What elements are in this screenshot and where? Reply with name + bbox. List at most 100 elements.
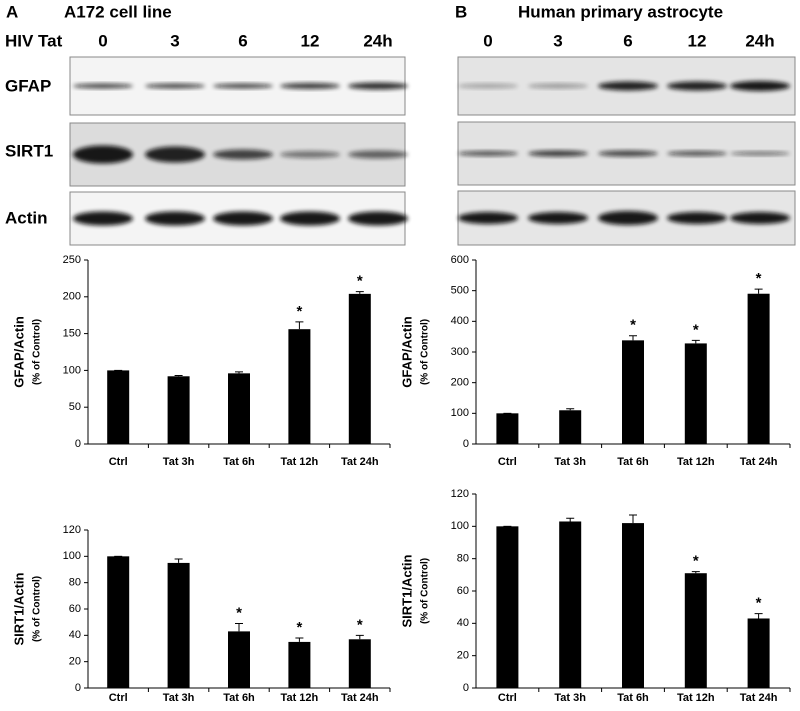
panel-letter: B — [455, 2, 467, 21]
blot-band — [145, 83, 205, 89]
lane-label: 12 — [688, 31, 707, 50]
y-tick-label: 120 — [63, 524, 81, 536]
bar — [167, 562, 190, 688]
error-bar — [235, 622, 243, 632]
blot-band — [528, 83, 588, 89]
lane-label: 0 — [98, 31, 107, 50]
lane-label: 6 — [623, 31, 632, 50]
blot-band — [213, 83, 273, 89]
error-bar — [629, 335, 637, 341]
blot-band — [213, 211, 273, 226]
significance-mark: * — [756, 595, 762, 612]
y-axis-label: SIRT1/Actin — [399, 554, 414, 627]
y-tick-label: 150 — [63, 328, 81, 340]
significance-mark: * — [236, 604, 242, 621]
lane-label: 6 — [238, 31, 247, 50]
significance-mark: * — [756, 270, 762, 287]
blot-label: Actin — [5, 208, 48, 227]
bar — [496, 413, 519, 444]
blot-band — [73, 83, 133, 89]
x-tick-label: Tat 3h — [163, 456, 195, 468]
y-tick-label: 100 — [63, 550, 81, 562]
y-tick-label: 400 — [451, 315, 469, 327]
bar — [288, 641, 311, 688]
treatment-label: HIV Tat — [5, 31, 63, 50]
y-tick-label: 600 — [451, 254, 469, 266]
y-tick-label: 500 — [451, 285, 469, 297]
bar — [496, 526, 519, 688]
x-tick-label: Tat 6h — [223, 456, 255, 468]
blot-band — [598, 211, 658, 225]
significance-mark: * — [296, 303, 302, 320]
bar — [107, 370, 130, 444]
blot-band — [73, 145, 133, 164]
significance-mark: * — [296, 619, 302, 636]
blot-band — [730, 81, 790, 91]
blot-band — [280, 83, 340, 89]
y-tick-label: 0 — [463, 682, 469, 694]
y-tick-label: 20 — [69, 656, 81, 668]
blot-label: SIRT1 — [5, 141, 53, 160]
bar — [228, 373, 250, 444]
y-tick-label: 200 — [63, 291, 81, 303]
panel-title: Human primary astrocyte — [518, 2, 723, 21]
x-tick-label: Tat 3h — [554, 692, 586, 704]
error-bar — [355, 634, 364, 640]
x-tick-label: Tat 6h — [223, 692, 255, 704]
error-bar — [691, 571, 700, 574]
x-tick-label: Tat 24h — [341, 456, 379, 468]
panel-letter: A — [6, 2, 18, 21]
blot-band — [667, 81, 727, 91]
lane-label: 24h — [745, 31, 774, 50]
x-tick-label: Tat 6h — [617, 456, 649, 468]
blot-band — [598, 150, 658, 157]
x-tick-label: Ctrl — [498, 692, 517, 704]
x-tick-label: Tat 24h — [740, 456, 778, 468]
y-tick-label: 60 — [69, 603, 81, 615]
bar — [228, 631, 250, 688]
error-bar — [566, 408, 575, 411]
x-tick-label: Ctrl — [109, 692, 128, 704]
y-tick-label: 20 — [457, 650, 469, 662]
y-axis-sublabel: (% of Control) — [420, 558, 431, 624]
bar — [622, 340, 644, 444]
blot-band — [528, 150, 588, 157]
lane-label: 3 — [170, 31, 179, 50]
bar — [747, 293, 770, 444]
y-tick-label: 100 — [63, 364, 81, 376]
blot-band — [667, 151, 727, 156]
x-tick-label: Tat 6h — [617, 692, 649, 704]
y-axis-label: GFAP/Actin — [399, 316, 414, 388]
y-tick-label: 40 — [457, 617, 469, 629]
bar — [107, 556, 130, 688]
y-tick-label: 200 — [451, 377, 469, 389]
x-tick-label: Tat 12h — [677, 692, 715, 704]
blot-band — [280, 151, 340, 158]
error-bar — [174, 558, 183, 563]
blot-band — [348, 82, 408, 90]
error-bar — [295, 321, 304, 330]
x-tick-label: Tat 24h — [341, 692, 379, 704]
y-axis-sublabel: (% of Control) — [32, 576, 43, 642]
x-tick-label: Ctrl — [109, 456, 128, 468]
x-tick-label: Tat 3h — [163, 692, 195, 704]
blot-label: GFAP — [5, 76, 51, 95]
blot-band — [458, 151, 518, 156]
error-bar — [355, 291, 364, 294]
blot-band — [348, 150, 408, 159]
lane-label: 24h — [363, 31, 392, 50]
blot-band — [145, 146, 205, 163]
x-tick-label: Tat 12h — [281, 456, 319, 468]
y-axis-sublabel: (% of Control) — [420, 319, 431, 385]
significance-mark: * — [357, 616, 363, 633]
blot-band — [213, 149, 273, 160]
bar — [747, 618, 770, 688]
error-bar — [566, 517, 575, 522]
lane-label: 3 — [553, 31, 562, 50]
error-bar — [295, 637, 304, 642]
lane-label: 12 — [301, 31, 320, 50]
error-bar — [629, 514, 637, 524]
bar — [684, 573, 707, 688]
y-tick-label: 100 — [451, 520, 469, 532]
y-tick-label: 50 — [69, 401, 81, 413]
